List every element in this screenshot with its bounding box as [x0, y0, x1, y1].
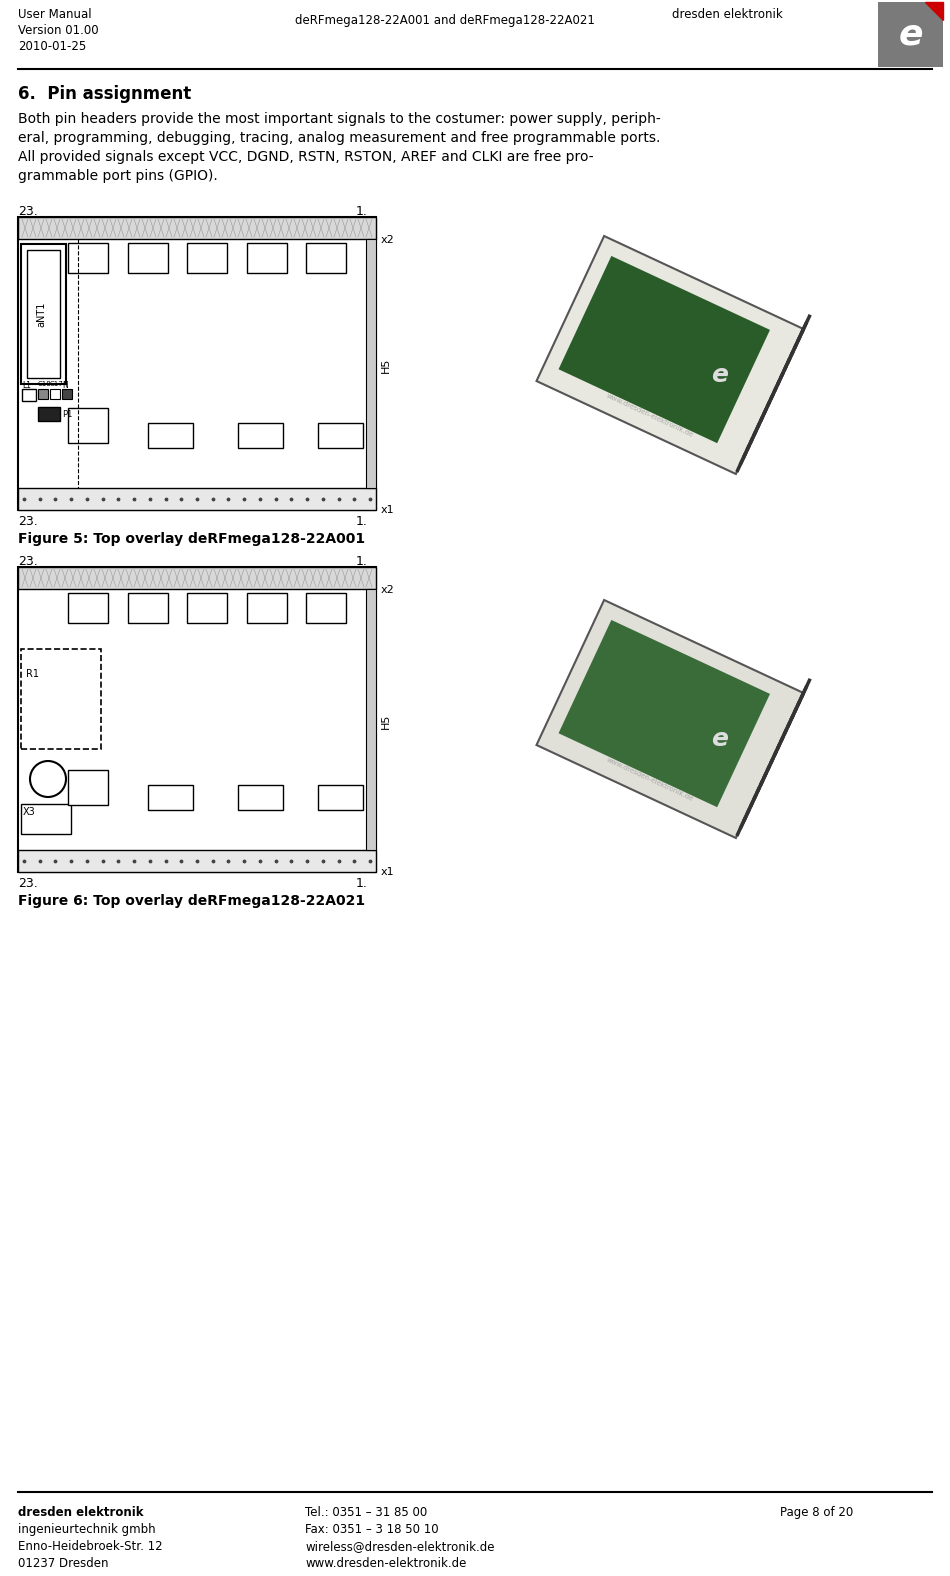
- Bar: [307, 243, 347, 273]
- Text: Version 01.00: Version 01.00: [18, 24, 99, 36]
- Text: 1.: 1.: [356, 205, 368, 217]
- Text: wireless@dresden-elektronik.de: wireless@dresden-elektronik.de: [305, 1540, 495, 1552]
- Text: x1: x1: [381, 867, 394, 876]
- Bar: [21, 244, 66, 385]
- Text: N: N: [62, 381, 67, 389]
- Text: P1: P1: [62, 410, 72, 419]
- Bar: [318, 422, 363, 448]
- Bar: [68, 243, 108, 273]
- Text: Fax: 0351 – 3 18 50 10: Fax: 0351 – 3 18 50 10: [305, 1522, 439, 1537]
- Text: dresden elektronik: dresden elektronik: [672, 8, 783, 20]
- Text: 23.: 23.: [18, 205, 38, 217]
- Bar: [27, 251, 60, 378]
- Text: H5: H5: [381, 714, 391, 730]
- Text: 23.: 23.: [18, 555, 38, 567]
- Bar: [366, 589, 376, 849]
- Bar: [187, 243, 227, 273]
- Text: 01237 Dresden: 01237 Dresden: [18, 1557, 108, 1570]
- Bar: [21, 649, 101, 749]
- Polygon shape: [537, 600, 804, 838]
- Bar: [148, 785, 193, 810]
- Polygon shape: [925, 2, 943, 20]
- Text: All provided signals except VCC, DGND, RSTN, RSTON, AREF and CLKI are free pro-: All provided signals except VCC, DGND, R…: [18, 150, 594, 164]
- Bar: [18, 217, 376, 240]
- Bar: [68, 771, 108, 805]
- Text: 23.: 23.: [18, 876, 38, 890]
- Text: 2010-01-25: 2010-01-25: [18, 39, 86, 54]
- Bar: [307, 593, 347, 623]
- Bar: [62, 389, 72, 399]
- Text: dresden elektronik: dresden elektronik: [18, 1507, 143, 1519]
- Bar: [18, 217, 376, 511]
- Bar: [38, 407, 60, 421]
- Bar: [127, 243, 167, 273]
- Bar: [148, 422, 193, 448]
- Text: Page 8 of 20: Page 8 of 20: [780, 1507, 853, 1519]
- Text: Enno-Heidebroek-Str. 12: Enno-Heidebroek-Str. 12: [18, 1540, 162, 1552]
- Bar: [21, 804, 71, 834]
- Bar: [318, 785, 363, 810]
- Bar: [68, 593, 108, 623]
- Bar: [247, 243, 287, 273]
- Bar: [238, 785, 283, 810]
- Text: aNT1: aNT1: [36, 301, 47, 326]
- Text: 6.  Pin assignment: 6. Pin assignment: [18, 85, 191, 102]
- Bar: [50, 389, 60, 399]
- Bar: [187, 593, 227, 623]
- Bar: [68, 408, 108, 443]
- Polygon shape: [559, 619, 770, 807]
- Text: L1: L1: [22, 381, 31, 389]
- Text: C18: C18: [38, 381, 51, 388]
- Bar: [238, 422, 283, 448]
- Text: x1: x1: [381, 504, 394, 515]
- Text: 1.: 1.: [356, 555, 368, 567]
- Bar: [127, 593, 167, 623]
- Bar: [18, 567, 376, 872]
- Polygon shape: [537, 236, 804, 474]
- Circle shape: [30, 761, 66, 797]
- Bar: [18, 849, 376, 872]
- Text: www.dresden-elektronik.de: www.dresden-elektronik.de: [605, 392, 694, 438]
- Text: 1.: 1.: [356, 515, 368, 528]
- Text: e: e: [899, 17, 922, 52]
- Text: C17: C17: [50, 381, 64, 388]
- Text: grammable port pins (GPIO).: grammable port pins (GPIO).: [18, 169, 218, 183]
- Text: eral, programming, debugging, tracing, analog measurement and free programmable : eral, programming, debugging, tracing, a…: [18, 131, 660, 145]
- Bar: [878, 2, 943, 68]
- Text: e: e: [712, 727, 729, 752]
- Polygon shape: [559, 255, 770, 443]
- Text: 23.: 23.: [18, 515, 38, 528]
- Bar: [38, 389, 48, 399]
- Text: Both pin headers provide the most important signals to the costumer: power suppl: Both pin headers provide the most import…: [18, 112, 661, 126]
- Text: Figure 5: Top overlay deRFmega128-22A001: Figure 5: Top overlay deRFmega128-22A001: [18, 533, 365, 545]
- Bar: [18, 489, 376, 511]
- Text: H5: H5: [381, 358, 391, 374]
- Bar: [366, 240, 376, 489]
- Text: Tel.: 0351 – 31 85 00: Tel.: 0351 – 31 85 00: [305, 1507, 428, 1519]
- Bar: [247, 593, 287, 623]
- Text: R1: R1: [26, 668, 39, 679]
- Text: ingenieurtechnik gmbh: ingenieurtechnik gmbh: [18, 1522, 156, 1537]
- Text: x2: x2: [381, 585, 395, 596]
- Text: Figure 6: Top overlay deRFmega128-22A021: Figure 6: Top overlay deRFmega128-22A021: [18, 894, 365, 908]
- Text: deRFmega128-22A001 and deRFmega128-22A021: deRFmega128-22A001 and deRFmega128-22A02…: [295, 14, 595, 27]
- Bar: [18, 567, 376, 589]
- Text: 1.: 1.: [356, 876, 368, 890]
- Text: User Manual: User Manual: [18, 8, 91, 20]
- Text: www.dresden-elektronik.de: www.dresden-elektronik.de: [605, 756, 694, 802]
- Text: X3: X3: [23, 807, 36, 816]
- Text: www.dresden-elektronik.de: www.dresden-elektronik.de: [305, 1557, 466, 1570]
- Text: x2: x2: [381, 235, 395, 244]
- Text: e: e: [712, 362, 729, 388]
- Bar: [22, 389, 36, 400]
